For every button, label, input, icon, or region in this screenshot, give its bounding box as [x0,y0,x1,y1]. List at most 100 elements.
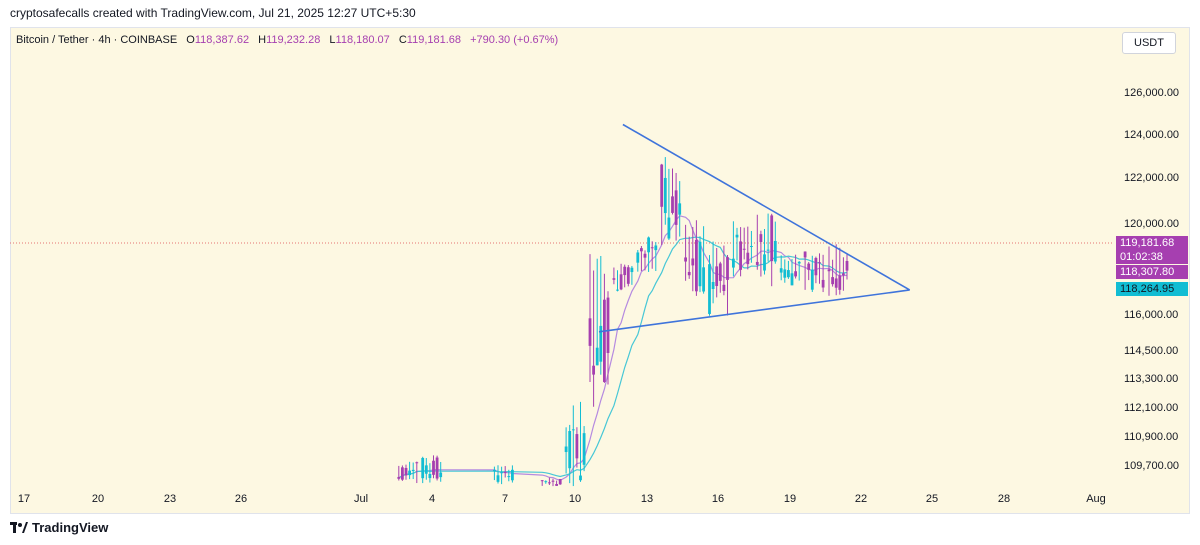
x-tick-label: 16 [711,493,725,505]
ohlc-legend: Bitcoin / Tether · 4h · COINBASE O118,38… [16,34,558,46]
x-tick-label: 23 [163,493,177,505]
candle [592,270,595,407]
candle [698,236,702,293]
x-tick-label: 28 [997,493,1011,505]
low-label: L [329,34,336,46]
candle [695,220,698,296]
candle [421,456,425,484]
x-tick-label: 10 [568,493,582,505]
candle [797,261,801,281]
candle [612,267,616,285]
trendlines[interactable] [598,123,911,333]
ma-fast-line [398,215,848,482]
candle [415,461,419,484]
candle [750,230,753,263]
countdown-tag: 01:02:38 [1116,250,1188,264]
candle [544,480,548,484]
y-tick-label: 113,300.00 [1124,373,1179,385]
candle [684,224,687,281]
open-label: O [186,34,195,46]
candle [827,246,831,296]
candle [671,168,674,215]
candle [755,214,759,270]
candle [742,227,746,260]
candle [783,259,787,283]
candle [773,221,777,264]
x-tick-label: Jul [353,493,369,505]
candle [623,264,627,288]
candle [588,254,592,383]
candle [626,265,630,287]
y-tick-label: 120,000.00 [1124,218,1180,230]
candle [582,426,586,472]
candle [759,230,763,277]
candle [735,227,739,261]
candle [674,172,678,241]
candle [818,253,821,284]
candle [411,462,415,480]
candle [787,260,790,279]
candle [702,226,705,294]
candle [606,291,610,385]
x-tick-label: 25 [925,493,939,505]
close-label: C [398,34,407,46]
candle [718,261,722,293]
y-tick-label: 122,000.00 [1124,172,1180,184]
x-tick-label: 7 [501,493,509,505]
candle [595,258,599,366]
candle [663,157,667,225]
candle [766,213,770,262]
candles [397,157,849,487]
candle [640,246,643,272]
candle [814,256,818,284]
open-value: 118,387.62 [194,34,250,46]
symbol-title: Bitcoin / Tether · 4h · COINBASE [16,34,178,46]
chart-panel[interactable] [10,27,1190,514]
y-tick-label: 116,000.00 [1124,309,1179,321]
candle [428,463,432,483]
candle [845,254,849,280]
candle [511,465,514,483]
candle [678,181,682,237]
candle [435,455,439,481]
last-price-tag: 119,181.68 [1116,236,1188,250]
candle [708,255,711,316]
candle [575,427,579,468]
candle [660,163,664,246]
y-tick-label: 124,000.00 [1124,129,1180,141]
candle [579,401,582,482]
y-tick-label: 126,000.00 [1124,87,1180,99]
candle [555,480,558,486]
footer-brand: TradingView [32,520,109,535]
y-tick-label: 109,700.00 [1124,460,1180,472]
candle [726,255,729,316]
y-tick-label: 114,500.00 [1124,345,1179,357]
candle [763,228,766,275]
low-value: 118,180.07 [335,34,390,46]
candle [603,273,606,383]
currency-button[interactable]: USDT [1122,32,1176,54]
candle [842,257,845,291]
candle [770,213,774,287]
candle [722,245,726,296]
x-tick-label: 22 [854,493,868,505]
tradingview-icon [10,521,28,533]
candle [424,458,428,480]
candle [654,242,658,272]
moving-averages [398,215,848,482]
candle [650,241,654,269]
candle [507,469,511,482]
close-value: 119,181.68 [406,34,462,46]
tradingview-logo: TradingView [10,520,108,535]
candle [408,461,411,480]
trendline-lower[interactable] [598,289,910,333]
trendline-upper[interactable] [622,123,911,291]
candle [746,226,750,270]
candle [643,250,647,271]
candle [548,477,551,485]
high-value: 119,232.28 [266,34,321,46]
candle [500,466,503,485]
candle [599,255,603,375]
x-tick-label: 4 [428,493,436,505]
